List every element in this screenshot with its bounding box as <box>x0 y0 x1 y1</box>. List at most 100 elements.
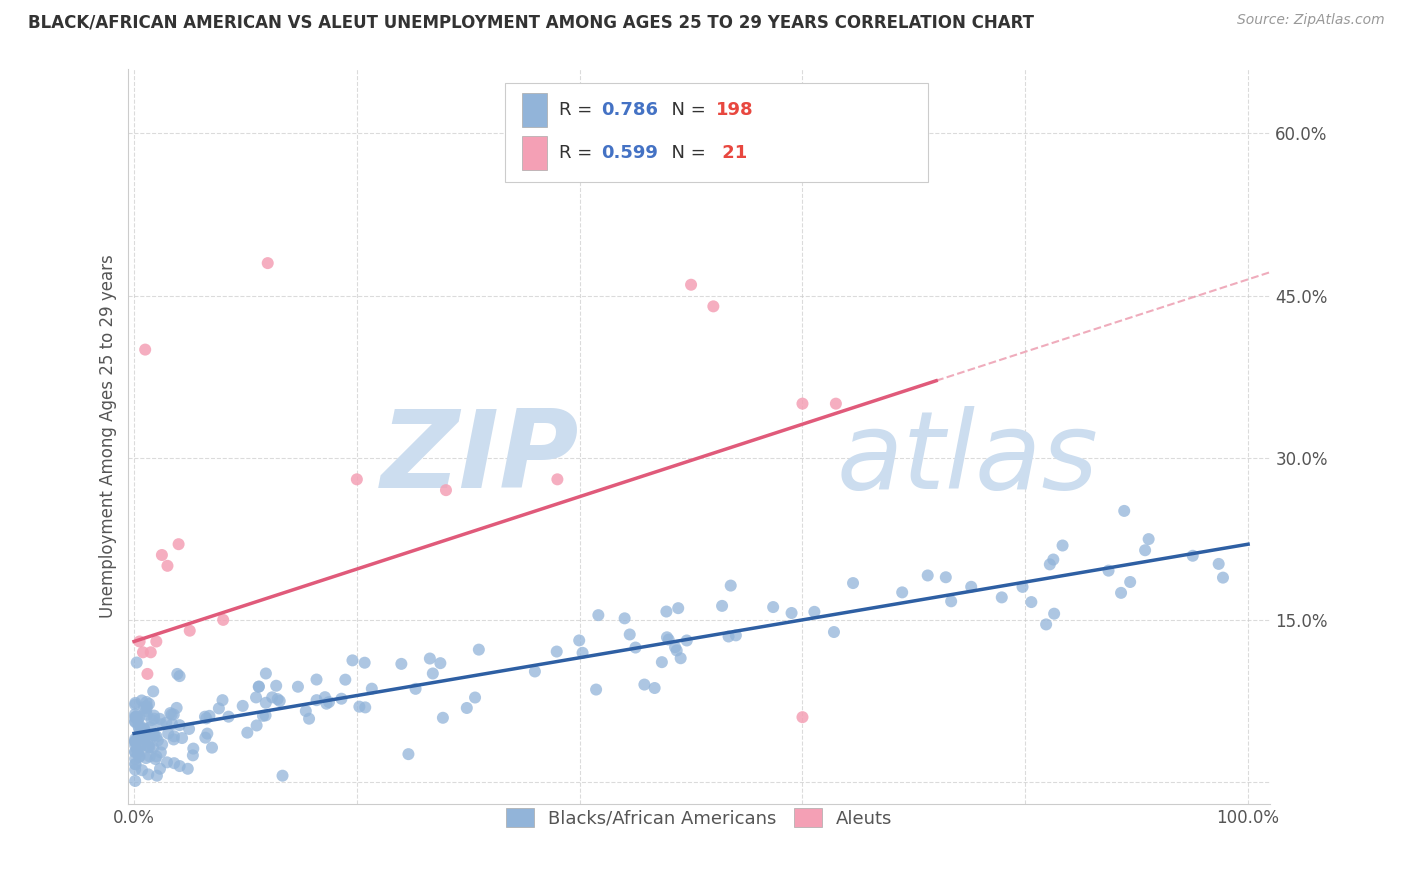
Point <box>124 752 146 766</box>
Point <box>134 731 156 745</box>
Point <box>145 749 167 764</box>
Point <box>571 646 593 660</box>
Point <box>523 665 546 679</box>
Point <box>546 644 568 658</box>
Point <box>624 640 647 655</box>
Point <box>941 594 963 608</box>
Text: atlas: atlas <box>837 406 1098 510</box>
Point <box>360 681 382 696</box>
Point <box>434 483 457 497</box>
Point <box>891 585 914 599</box>
Point <box>157 726 180 740</box>
Point <box>155 715 177 730</box>
Point <box>711 599 734 613</box>
Text: 21: 21 <box>716 144 748 162</box>
Point <box>1021 595 1043 609</box>
Point <box>135 751 157 765</box>
Point <box>318 695 340 709</box>
Point <box>245 690 267 705</box>
Point <box>125 709 148 723</box>
Point <box>128 749 150 764</box>
Point <box>880 169 903 184</box>
Point <box>762 600 785 615</box>
Point <box>150 738 173 752</box>
Text: 198: 198 <box>716 101 754 120</box>
Point <box>156 558 179 573</box>
Point <box>194 731 217 745</box>
Point <box>546 472 568 486</box>
Point <box>149 712 172 726</box>
Point <box>212 613 235 627</box>
Point <box>935 570 957 584</box>
Point <box>138 749 160 764</box>
Point <box>138 727 160 741</box>
Point <box>353 656 375 670</box>
Point <box>142 729 165 743</box>
Point <box>160 717 183 731</box>
Point <box>167 537 190 551</box>
Point <box>124 710 146 724</box>
Point <box>1133 543 1156 558</box>
Point <box>135 728 157 742</box>
Point <box>269 694 291 708</box>
Legend: Blacks/African Americans, Aleuts: Blacks/African Americans, Aleuts <box>499 801 900 835</box>
Point <box>159 706 181 720</box>
Point <box>139 645 162 659</box>
Point <box>342 653 364 667</box>
Point <box>139 720 162 734</box>
Point <box>138 697 160 711</box>
Point <box>129 723 152 737</box>
Text: R =: R = <box>558 144 598 162</box>
Point <box>724 628 747 642</box>
Point <box>129 722 152 736</box>
Point <box>422 666 444 681</box>
Point <box>1042 552 1064 566</box>
Point <box>1052 539 1074 553</box>
Point <box>315 697 337 711</box>
Point <box>702 299 724 313</box>
Point <box>124 734 146 748</box>
Point <box>633 677 655 691</box>
Point <box>124 696 146 710</box>
Point <box>156 756 179 770</box>
Point <box>330 691 353 706</box>
Point <box>132 722 155 736</box>
Point <box>124 735 146 749</box>
Point <box>132 724 155 739</box>
Text: N =: N = <box>659 144 711 162</box>
Point <box>138 740 160 755</box>
Point <box>124 714 146 729</box>
Point <box>149 745 172 759</box>
Point <box>211 693 233 707</box>
Point <box>1137 532 1160 546</box>
Point <box>201 740 224 755</box>
Point <box>1119 574 1142 589</box>
Point <box>132 645 155 659</box>
Point <box>127 733 149 747</box>
Point <box>163 729 186 743</box>
Point <box>792 397 814 411</box>
Point <box>1035 617 1057 632</box>
Point <box>198 709 221 723</box>
Point <box>354 700 377 714</box>
Point <box>669 651 692 665</box>
Point <box>252 709 274 723</box>
Point <box>613 611 636 625</box>
Point <box>568 633 591 648</box>
Point <box>305 673 328 687</box>
Point <box>124 757 146 772</box>
Point <box>124 756 146 771</box>
Point <box>1109 586 1132 600</box>
Point <box>1181 549 1204 563</box>
Point <box>247 680 270 694</box>
Point <box>128 710 150 724</box>
Point <box>419 651 441 665</box>
Point <box>169 669 191 683</box>
Point <box>247 680 270 694</box>
Point <box>146 769 169 783</box>
Point <box>314 690 336 705</box>
Point <box>464 690 486 705</box>
Point <box>335 673 357 687</box>
Point <box>232 698 254 713</box>
Point <box>665 643 688 657</box>
